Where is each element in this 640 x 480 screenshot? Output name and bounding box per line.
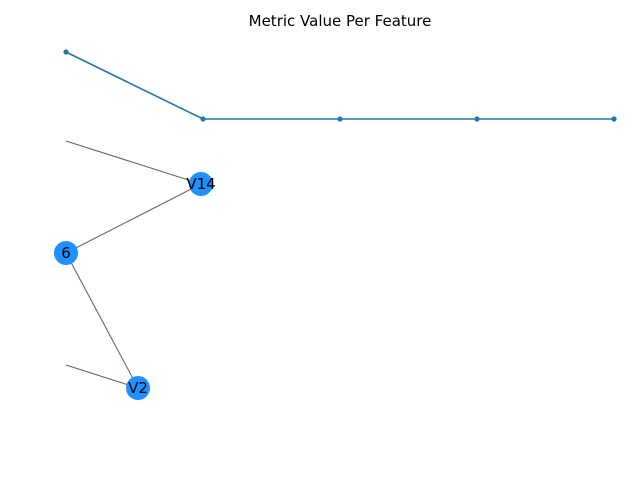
line-point-4 (474, 116, 480, 122)
line-point-3 (337, 116, 343, 122)
edge-offscreen-v2 (65, 364, 139, 389)
line-point-2 (200, 116, 206, 122)
node-label-v6: 6 (61, 244, 71, 262)
edge-offscreen-v14 (65, 140, 202, 185)
line-series (63, 49, 617, 122)
edge-v6-v2 (65, 252, 139, 389)
node-v14 (189, 172, 213, 196)
network-edges (65, 140, 202, 389)
node-label-v14: V14 (186, 175, 215, 193)
node-v6 (54, 241, 78, 265)
chart-title: Metric Value Per Feature (249, 12, 432, 30)
edge-v6-v14 (65, 183, 202, 254)
line-series-path (65, 51, 614, 120)
line-point-5 (611, 116, 617, 122)
node-label-v2: V2 (128, 379, 148, 397)
line-point-1 (63, 49, 69, 55)
network-nodes: V14 6 V2 (54, 172, 216, 400)
node-v2 (126, 376, 150, 400)
